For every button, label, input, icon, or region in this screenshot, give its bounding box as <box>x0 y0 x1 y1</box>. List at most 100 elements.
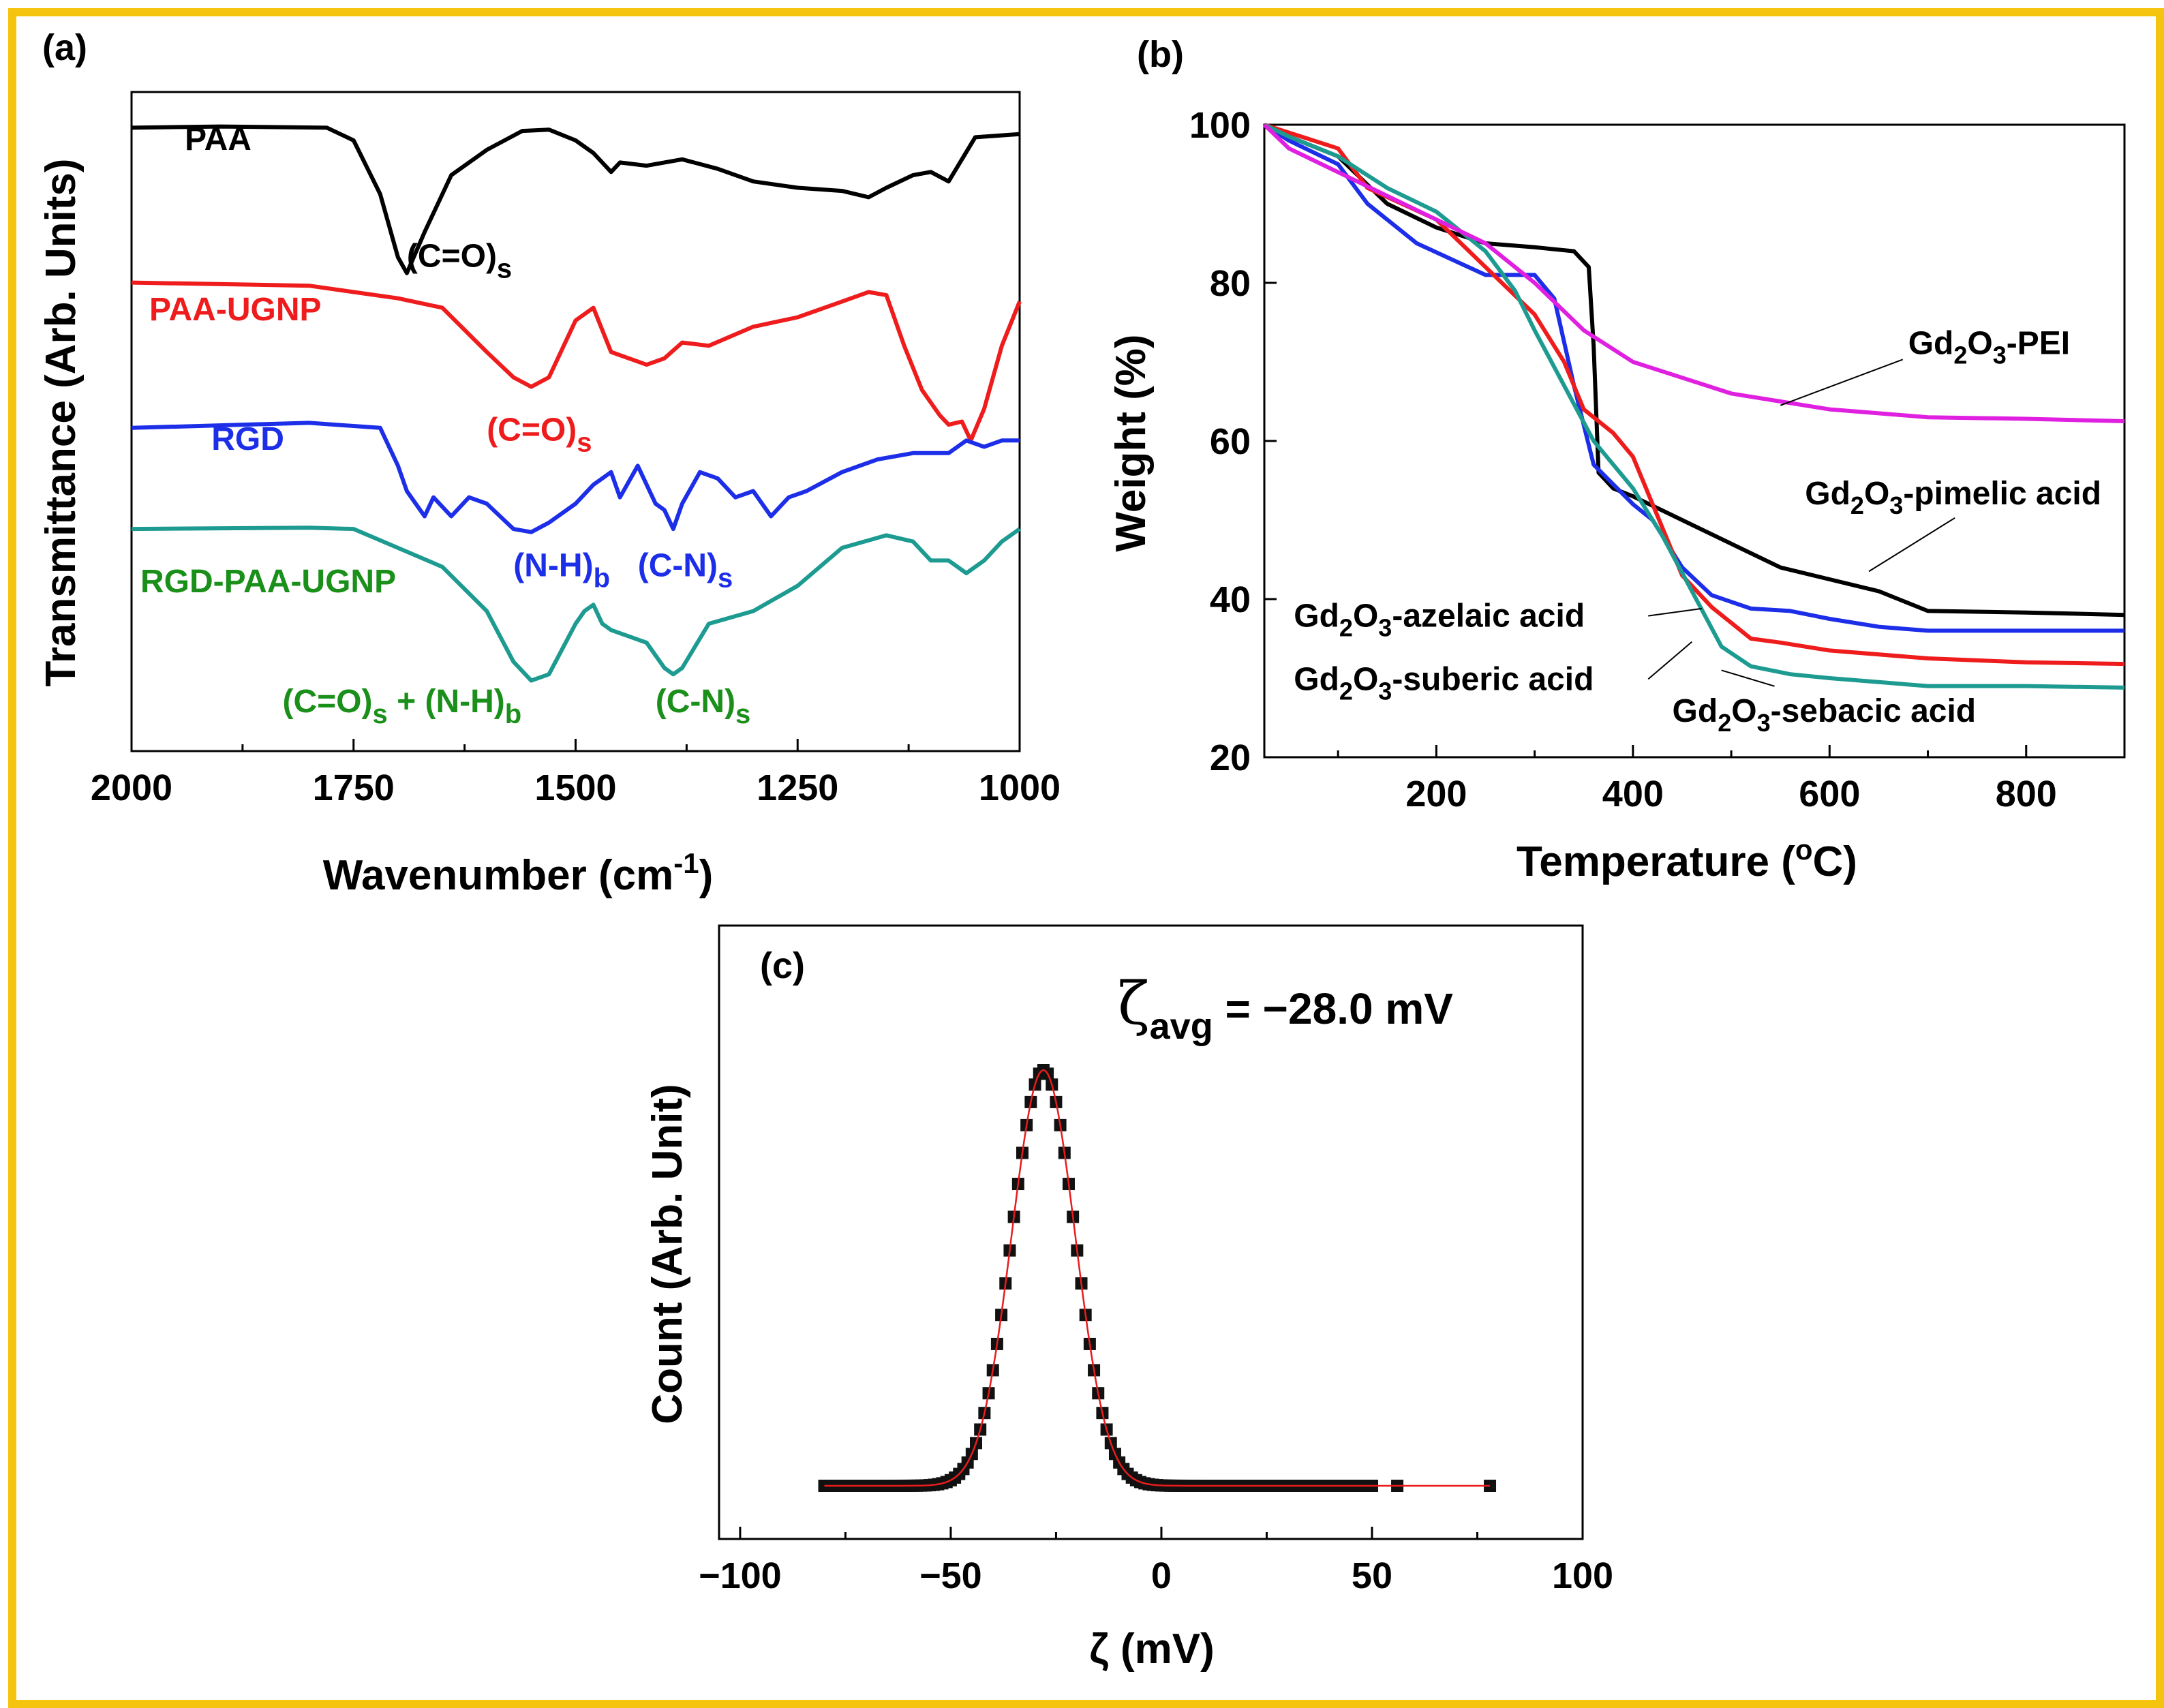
peak-annotation: (C=O)s <box>407 238 512 284</box>
series-line-rgd <box>131 421 1020 534</box>
peak-annotation: (C=O)s + (N-H)b <box>283 684 522 729</box>
x-tick-label: 1750 <box>313 767 395 808</box>
label-sub2: 3 <box>1757 709 1771 737</box>
panel-a-ticks: 2000 1750 1500 1250 1000 <box>91 739 1061 808</box>
leader-line <box>1780 359 1904 406</box>
label-mid: O <box>1353 598 1378 635</box>
panel-b-series <box>1262 123 2125 690</box>
panel-b-ticks: 200 400 600 800 20 40 60 80 100 <box>1189 105 2057 814</box>
leader-line <box>1647 641 1693 680</box>
x-tick-label: 1000 <box>979 767 1061 808</box>
label-sub1: 2 <box>1339 614 1353 642</box>
y-tick-label: 100 <box>1189 105 1251 146</box>
label-mid: O <box>1864 476 1889 512</box>
series-label: Gd2O3-suberic acid <box>1294 661 1594 705</box>
x-tick-label: 400 <box>1602 774 1664 814</box>
series-line-rgd-paa-ugnp <box>131 525 1021 683</box>
x-tick-label: 100 <box>1552 1555 1613 1596</box>
label-post: -PEI <box>2007 325 2070 361</box>
annotation-sub: s <box>735 699 750 729</box>
annotation-sub: s <box>577 427 592 457</box>
label-post: -sebacic acid <box>1771 693 1977 729</box>
panel-b-ylabel: Weight (%) <box>1108 334 1155 551</box>
panel-c: (c) −100 −50 0 50 100 ζavg = −28.0 mV ζ (mV)… <box>644 924 1613 1673</box>
y-tick-label: 40 <box>1210 579 1251 620</box>
panel-c-series <box>818 1064 1497 1492</box>
annotation-sub: s <box>373 699 388 729</box>
x-tick-label: 0 <box>1151 1555 1172 1596</box>
panel-a: (a) 2000 1750 1500 1250 1000 PAA PAA-UGNP RGD R… <box>37 27 1061 899</box>
label-pre: Gd <box>1908 325 1954 361</box>
label-post: -pimelic acid <box>1903 476 2101 512</box>
label-pre: Gd <box>1673 693 1718 729</box>
tga-curve <box>1263 123 2124 633</box>
annotation-main: (C=O) <box>407 238 497 274</box>
panel-c-ticks: −100 −50 0 50 100 <box>699 1527 1613 1596</box>
x-tick-label: 2000 <box>91 767 172 808</box>
leader-line <box>1868 517 1955 573</box>
x-tick-label: 50 <box>1352 1555 1392 1596</box>
annotation-main: (C-N) <box>638 548 718 584</box>
panel-a-labels: PAAPAA-UGNPRGDRGD-PAA-UGNP(C=O)s(C=O)s(N… <box>140 121 750 729</box>
series-label: Gd2O3-pimelic acid <box>1805 476 2101 519</box>
leader-line <box>1721 669 1775 687</box>
annotation-tail: + (N-H) <box>388 684 505 720</box>
data-point <box>1484 1480 1497 1492</box>
x-tick-label: 800 <box>1996 774 2057 814</box>
label-pre: Gd <box>1294 661 1339 697</box>
panel-b-xlabel: Temperature (oC) <box>1517 834 1857 885</box>
label-mid: O <box>1967 325 1992 361</box>
annotation-sub: s <box>497 254 512 284</box>
peak-annotation: (C=O)s <box>487 412 592 457</box>
panel-c-ylabel: Count (Arb. Unit) <box>644 1084 691 1424</box>
x-tick-label: 600 <box>1799 774 1860 814</box>
label-pre: Gd <box>1294 598 1339 635</box>
x-tick-label: 200 <box>1405 774 1467 814</box>
label-post: -suberic acid <box>1392 661 1594 697</box>
label-sub2: 3 <box>1378 614 1392 642</box>
x-tick-label: 1500 <box>534 767 616 808</box>
panel-a-series <box>131 124 1022 683</box>
annotation-sub: s <box>718 564 733 594</box>
y-tick-label: 80 <box>1210 263 1251 304</box>
panel-c-xlabel: ζ (mV) <box>1089 1626 1215 1673</box>
annotation-main: (N-H) <box>513 548 593 584</box>
label-sub2: 3 <box>1889 491 1903 519</box>
tga-curve <box>1263 123 2125 617</box>
label-mid: O <box>1731 693 1756 729</box>
peak-annotation: (N-H)b <box>513 548 610 594</box>
y-tick-label: 20 <box>1210 737 1251 778</box>
figure-frame <box>8 8 2164 1708</box>
panel-a-xlabel: Wavenumber (cm-1) <box>323 847 714 899</box>
y-tick-label: 60 <box>1210 421 1251 462</box>
panel-a-ylabel: Transmittance (Arb. Units) <box>37 158 85 686</box>
label-post: -azelaic acid <box>1392 598 1585 635</box>
label-sub1: 2 <box>1339 677 1353 705</box>
peak-annotation: (C-N)s <box>656 684 751 729</box>
label-pre: Gd <box>1805 476 1850 512</box>
x-tick-label: −50 <box>919 1555 982 1596</box>
series-line-paa <box>131 124 1020 275</box>
label-sub2: 3 <box>1993 341 2007 369</box>
label-sub2: 3 <box>1378 677 1392 705</box>
panel-c-zeta-annotation: ζavg = −28.0 mV <box>1118 970 1453 1047</box>
panel-c-label: (c) <box>760 945 805 986</box>
peak-annotation: (C-N)s <box>638 548 733 594</box>
tga-curve <box>1262 123 2125 423</box>
panel-c-axes-frame <box>718 924 1584 1540</box>
gaussian-fit-line <box>824 1069 1490 1487</box>
annotation-main: (C=O) <box>487 412 577 448</box>
tga-curve <box>1263 123 2125 690</box>
x-tick-label: 1250 <box>757 767 838 808</box>
series-label: RGD-PAA-UGNP <box>140 564 396 600</box>
series-label: Gd2O3-sebacic acid <box>1673 693 1977 737</box>
series-label: RGD <box>211 421 284 457</box>
panel-b-label: (b) <box>1137 34 1184 75</box>
label-sub1: 2 <box>1953 341 1967 369</box>
annotation-sub: b <box>594 564 610 594</box>
panel-a-label: (a) <box>42 27 87 68</box>
series-label: Gd2O3-PEI <box>1908 325 2070 369</box>
